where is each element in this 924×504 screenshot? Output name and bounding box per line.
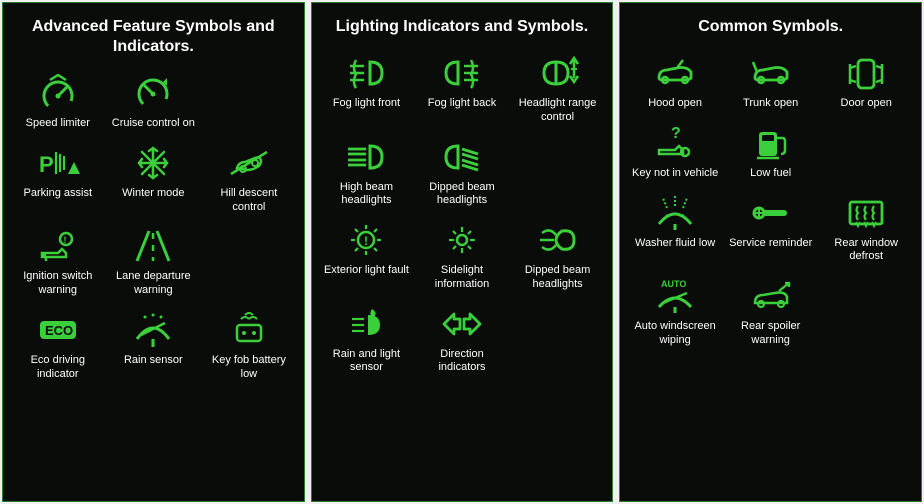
symbol-label: Direction indicators <box>417 348 507 376</box>
symbol-cell: Key fob battery low <box>204 310 294 382</box>
symbol-cell: Washer fluid low <box>630 193 720 265</box>
sidelight-info-icon <box>438 220 486 260</box>
washer-fluid-low-icon <box>651 193 699 233</box>
symbol-cell: Rain and light sensor <box>322 304 412 376</box>
symbol-cell: Rear window defrost <box>821 193 911 265</box>
key-not-in-vehicle-icon <box>651 123 699 163</box>
symbol-cell: Key not in vehicle <box>630 123 720 181</box>
ignition-switch-warning-icon <box>34 226 82 266</box>
rear-window-defrost-icon <box>842 193 890 233</box>
rain-light-sensor-icon <box>342 304 390 344</box>
symbol-cell: Headlight range control <box>513 53 603 125</box>
symbol-cell: Service reminder <box>726 193 816 265</box>
symbol-label: Key not in vehicle <box>632 167 718 181</box>
symbol-cell: Exterior light fault <box>322 220 412 292</box>
symbol-label: Headlight range control <box>513 97 603 125</box>
grid-advanced: Speed limiter Cruise control on Parking as… <box>13 73 294 381</box>
exterior-light-fault-icon <box>342 220 390 260</box>
symbol-label: Key fob battery low <box>204 354 294 382</box>
symbol-cell: Eco driving indicator <box>13 310 103 382</box>
hill-descent-icon <box>225 143 273 183</box>
panel-title: Common Symbols. <box>630 17 911 37</box>
symbol-cell: Winter mode <box>109 143 199 215</box>
symbol-label: Dipped beam headlights <box>417 181 507 209</box>
low-fuel-icon <box>747 123 795 163</box>
symbol-label: Hill descent control <box>204 187 294 215</box>
symbol-cell: Auto windscreen wiping <box>630 276 720 348</box>
hood-open-icon <box>651 53 699 93</box>
symbol-label: Low fuel <box>750 167 791 181</box>
symbol-label: Speed limiter <box>26 117 90 131</box>
symbol-cell: Fog light back <box>417 53 507 125</box>
symbol-label: Rain sensor <box>124 354 183 368</box>
cruise-control-icon <box>129 73 177 113</box>
symbol-cell: Cruise control on <box>109 73 199 131</box>
trunk-open-icon <box>747 53 795 93</box>
panel-common: Common Symbols. Hood open Trunk open Door … <box>619 2 922 502</box>
symbol-cell: Lane departure warning <box>109 226 199 298</box>
symbol-label: Door open <box>841 97 892 111</box>
symbol-cell: Rear spoiler warning <box>726 276 816 348</box>
symbol-label: Fog light back <box>428 97 496 111</box>
symbol-label: Cruise control on <box>112 117 195 131</box>
symbol-label: Washer fluid low <box>635 237 715 251</box>
dipped-beam-2-icon <box>534 220 582 260</box>
symbol-cell: High beam headlights <box>322 137 412 209</box>
symbol-cell: Trunk open <box>726 53 816 111</box>
symbol-cell: Hood open <box>630 53 720 111</box>
high-beam-icon <box>342 137 390 177</box>
symbol-cell: Fog light front <box>322 53 412 125</box>
symbol-cell: Speed limiter <box>13 73 103 131</box>
direction-indicators-icon <box>438 304 486 344</box>
eco-driving-icon <box>34 310 82 350</box>
symbol-cell: Hill descent control <box>204 143 294 215</box>
symbol-label: Lane departure warning <box>109 270 199 298</box>
symbol-cell: Rain sensor <box>109 310 199 382</box>
symbol-label: Rain and light sensor <box>322 348 412 376</box>
symbol-label: Rear window defrost <box>821 237 911 265</box>
symbol-label: Winter mode <box>122 187 184 201</box>
symbol-cell: Low fuel <box>726 123 816 181</box>
grid-common: Hood open Trunk open Door open Key not in v… <box>630 53 911 348</box>
symbol-label: Rear spoiler warning <box>726 320 816 348</box>
symbol-cell: Direction indicators <box>417 304 507 376</box>
symbol-cell: Dipped beam headlights <box>417 137 507 209</box>
winter-mode-icon <box>129 143 177 183</box>
auto-windscreen-wiping-icon <box>651 276 699 316</box>
symbol-label: Ignition switch warning <box>13 270 103 298</box>
symbol-label: Hood open <box>648 97 702 111</box>
service-reminder-icon <box>747 193 795 233</box>
symbol-cell: Dipped beam headlights <box>513 220 603 292</box>
symbol-cell: Ignition switch warning <box>13 226 103 298</box>
panel-lighting: Lighting Indicators and Symbols. Fog lig… <box>311 2 614 502</box>
symbol-label: Trunk open <box>743 97 798 111</box>
symbol-label: Fog light front <box>333 97 400 111</box>
speed-limiter-icon <box>34 73 82 113</box>
fog-light-back-icon <box>438 53 486 93</box>
panel-advanced: Advanced Feature Symbols and Indicators.… <box>2 2 305 502</box>
symbol-label: Parking assist <box>24 187 92 201</box>
symbol-label: Eco driving indicator <box>13 354 103 382</box>
key-fob-battery-icon <box>225 310 273 350</box>
door-open-icon <box>842 53 890 93</box>
symbol-label: Service reminder <box>729 237 812 251</box>
fog-light-front-icon <box>342 53 390 93</box>
symbol-label: High beam headlights <box>322 181 412 209</box>
rear-spoiler-warning-icon <box>747 276 795 316</box>
lane-departure-icon <box>129 226 177 266</box>
symbol-cell: Parking assist <box>13 143 103 215</box>
rain-sensor-icon <box>129 310 177 350</box>
panel-title: Lighting Indicators and Symbols. <box>322 17 603 37</box>
symbol-label: Dipped beam headlights <box>513 264 603 292</box>
dipped-beam-icon <box>438 137 486 177</box>
grid-lighting: Fog light front Fog light back Headlight r… <box>322 53 603 375</box>
headlight-range-icon <box>534 53 582 93</box>
symbol-label: Exterior light fault <box>324 264 409 278</box>
symbol-label: Sidelight information <box>417 264 507 292</box>
panel-title: Advanced Feature Symbols and Indicators. <box>13 17 294 57</box>
parking-assist-icon <box>34 143 82 183</box>
symbol-cell: Sidelight information <box>417 220 507 292</box>
symbol-label: Auto windscreen wiping <box>630 320 720 348</box>
symbol-cell: Door open <box>821 53 911 111</box>
